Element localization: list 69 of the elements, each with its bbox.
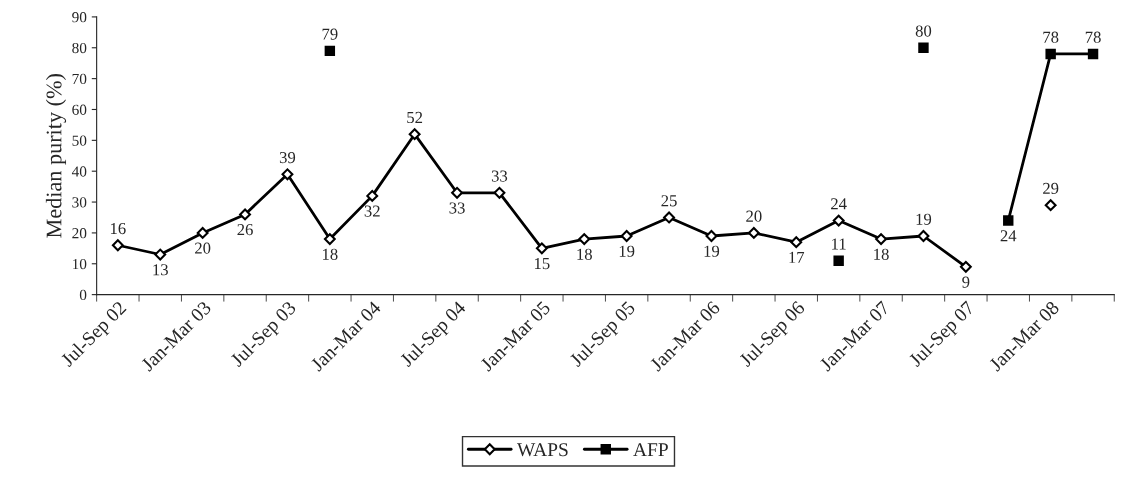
data-label: 26	[237, 224, 253, 236]
point	[1087, 48, 1099, 60]
y-tick-label: 50	[72, 135, 87, 146]
y-tick-label: 70	[72, 73, 87, 85]
y-tick-label: 80	[72, 42, 87, 54]
y-axis-title: Median purity (%)	[45, 74, 67, 238]
data-label: 20	[746, 210, 762, 222]
data-label: 52	[407, 111, 423, 124]
data-label: 15	[534, 258, 550, 270]
point	[620, 230, 633, 242]
point	[1045, 48, 1056, 60]
data-label: 32	[364, 205, 380, 217]
y-tick-label: 20	[72, 228, 87, 239]
data-label: 16	[110, 222, 126, 235]
legend-label: WAPS	[516, 443, 568, 457]
data-label: 13	[153, 264, 168, 276]
point	[366, 189, 379, 202]
data-label: 18	[874, 248, 889, 260]
y-tick-label: 30	[72, 197, 87, 208]
point	[451, 186, 463, 199]
point	[917, 230, 930, 242]
y-tick-label: 10	[72, 258, 87, 270]
data-label: 79	[322, 28, 338, 40]
y-tick-label: 60	[72, 104, 87, 115]
data-label: 20	[195, 242, 211, 254]
data-label: 17	[789, 251, 805, 263]
data-label: 18	[577, 248, 592, 260]
point	[790, 236, 803, 249]
point	[918, 42, 929, 53]
point	[1044, 199, 1057, 212]
point	[239, 208, 251, 221]
legend-label: AFP	[633, 443, 668, 457]
data-label: 18	[322, 248, 338, 260]
data-label: 78	[1085, 31, 1101, 43]
point	[493, 186, 506, 199]
point	[875, 233, 888, 246]
y-tick-label: 90	[72, 12, 87, 23]
data-label: 11	[832, 238, 846, 250]
point	[1003, 215, 1014, 226]
data-label: 19	[704, 245, 720, 257]
point	[154, 248, 167, 261]
point	[323, 233, 336, 246]
point	[281, 168, 294, 181]
data-label: 9	[962, 276, 970, 288]
point	[196, 226, 209, 239]
point	[578, 233, 591, 246]
point	[959, 260, 972, 273]
point	[663, 211, 675, 224]
data-label: 24	[831, 198, 847, 210]
data-label: 29	[1043, 182, 1059, 195]
data-label: 78	[1043, 31, 1059, 43]
y-tick-label: 0	[79, 289, 87, 301]
point	[535, 242, 548, 255]
data-label: 25	[661, 195, 677, 207]
y-tick-label: 40	[71, 166, 87, 177]
data-label: 33	[449, 202, 465, 214]
point	[324, 45, 336, 57]
point	[747, 226, 760, 239]
point	[111, 239, 124, 252]
data-label: 24	[1000, 230, 1017, 242]
point	[832, 214, 845, 227]
data-label: 39	[279, 151, 296, 164]
data-label: 33	[491, 170, 508, 182]
data-label: 19	[916, 213, 932, 225]
point	[408, 128, 421, 141]
point	[833, 255, 844, 266]
data-label: 19	[619, 245, 635, 257]
data-label: 80	[915, 25, 932, 37]
point	[705, 230, 718, 242]
